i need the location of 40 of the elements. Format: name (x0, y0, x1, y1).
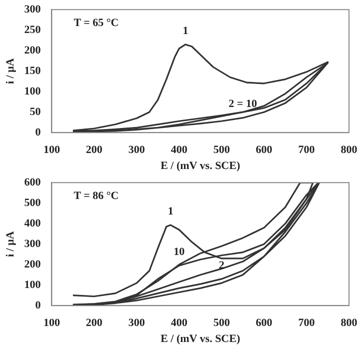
x-tick-label: 300 (128, 317, 146, 330)
y-tick-label: 600 (24, 176, 42, 188)
x-tick-label: 300 (128, 144, 146, 156)
annotation: 1 (168, 205, 174, 218)
x-tick-label: 200 (86, 317, 103, 330)
x-tick-label: 800 (340, 144, 358, 156)
x-tick-label: 700 (298, 317, 316, 330)
y-tick-label: 250 (24, 24, 42, 36)
y-tick-label: 100 (24, 278, 42, 291)
x-tick-label: 700 (298, 144, 316, 156)
y-tick-label: 150 (24, 64, 42, 77)
y-tick-label: 300 (24, 238, 42, 250)
annotation: 10 (174, 246, 186, 258)
x-axis-title: E / (mV vs. SCE) (160, 333, 240, 346)
annotation: 1 (182, 24, 188, 37)
x-tick-label: 800 (340, 317, 358, 330)
x-tick-label: 200 (86, 144, 103, 156)
annotation: T = 65 °C (74, 16, 119, 29)
y-tick-label: 300 (24, 3, 42, 16)
x-tick-label: 100 (43, 144, 60, 156)
y-tick-label: 0 (35, 299, 42, 312)
x-axis-title: E / (mV vs. SCE) (160, 160, 240, 172)
y-axis-title: i / µA (4, 58, 16, 84)
y-tick-label: 500 (24, 196, 42, 209)
annotation: 2 = 10 (228, 98, 258, 110)
y-axis-title: i / µA (4, 231, 16, 258)
y-tick-label: 200 (24, 44, 42, 56)
x-tick-label: 100 (43, 317, 60, 330)
annotation: T = 86 °C (74, 190, 119, 202)
x-tick-label: 500 (213, 144, 230, 156)
x-tick-label: 600 (256, 317, 273, 330)
x-tick-label: 600 (256, 144, 273, 156)
y-tick-label: 100 (24, 85, 42, 98)
y-tick-label: 50 (30, 106, 42, 118)
x-tick-label: 400 (170, 144, 188, 156)
x-tick-label: 400 (170, 317, 188, 330)
x-tick-label: 500 (213, 317, 230, 330)
y-tick-label: 0 (35, 126, 42, 138)
y-tick-label: 200 (24, 258, 42, 270)
y-tick-label: 400 (24, 217, 42, 230)
